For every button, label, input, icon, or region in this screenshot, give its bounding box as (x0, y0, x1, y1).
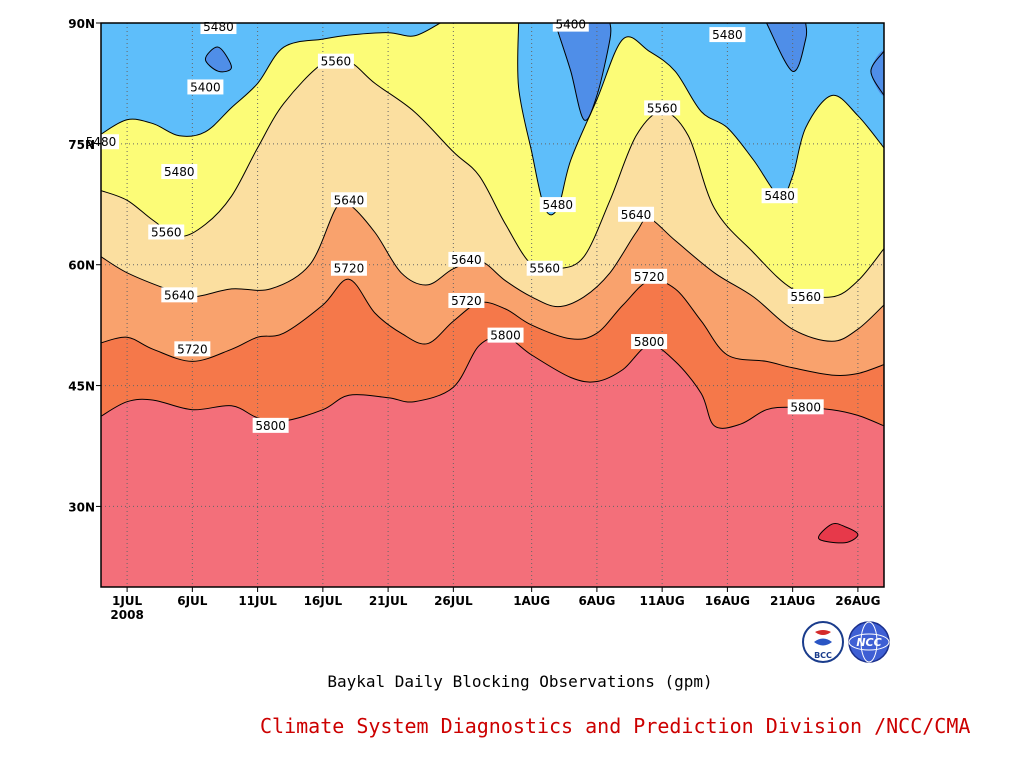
contour-label-20: 5800 (631, 334, 668, 350)
contour-label-4: 5560 (317, 53, 354, 69)
svg-text:5640: 5640 (164, 288, 195, 302)
x-tick-label-0: 1JUL (112, 594, 143, 608)
contour-line-5880-10 (818, 522, 859, 544)
fill-low-late-aug (766, 23, 807, 72)
contour-label-3: 5480 (161, 164, 198, 180)
contour-label-8: 5800 (252, 417, 289, 433)
bcc-logo-text: BCC (814, 651, 832, 660)
svg-text:5720: 5720 (334, 262, 365, 276)
svg-text:5560: 5560 (647, 101, 678, 115)
contour-label-7: 5720 (174, 341, 211, 357)
contour-line-5480-4 (101, 23, 441, 137)
x-tick-sublabel-0: 2008 (110, 608, 143, 622)
bcc-logo: BCC (800, 620, 846, 664)
svg-text:5640: 5640 (621, 208, 652, 222)
plot-frame (100, 22, 885, 588)
ncc-logo: NCC (846, 620, 892, 664)
x-tick-label-11: 26AUG (835, 594, 880, 608)
chart-caption: Baykal Daily Blocking Observations (gpm) (327, 672, 713, 691)
svg-text:5800: 5800 (255, 419, 286, 433)
contour-line-5720-1 (101, 278, 884, 376)
svg-text:5480: 5480 (764, 189, 795, 203)
contour-line-5800-0 (101, 336, 884, 429)
svg-text:5720: 5720 (634, 270, 665, 284)
svg-text:5560: 5560 (151, 225, 182, 239)
contour-label-21: 5480 (709, 27, 746, 43)
svg-text:5400: 5400 (190, 80, 221, 94)
svg-text:5480: 5480 (712, 28, 743, 42)
contour-label-18: 5640 (618, 206, 655, 222)
contour-label-5: 5560 (148, 224, 185, 240)
svg-text:5560: 5560 (321, 55, 352, 69)
x-tick-label-7: 6AUG (578, 594, 615, 608)
contour-label-6: 5640 (161, 287, 198, 303)
contour-label-22: 5480 (761, 188, 798, 204)
y-tick-label-4: 90N (68, 17, 95, 31)
contour-line-5400-7 (766, 23, 808, 72)
fill-low-early-jul (205, 47, 232, 72)
contour-label-1: 5400 (187, 79, 224, 95)
x-tick-label-5: 26JUL (434, 594, 473, 608)
contour-line-5640-2 (101, 200, 884, 342)
contour-label-17: 5560 (644, 100, 681, 116)
contour-line-5400-9 (870, 50, 884, 96)
svg-text:5640: 5640 (451, 253, 482, 267)
svg-text:5480: 5480 (164, 165, 195, 179)
contour-label-23: 5560 (787, 288, 824, 304)
y-tick-label-0: 30N (68, 500, 95, 514)
ncc-logo-text: NCC (856, 636, 881, 649)
x-tick-label-3: 16JUL (304, 594, 343, 608)
contour-line-5560-3 (101, 58, 884, 298)
x-tick-label-1: 6JUL (177, 594, 208, 608)
svg-text:5480: 5480 (542, 198, 573, 212)
contour-line-5400-6 (557, 23, 612, 121)
contour-label-24: 5800 (787, 399, 824, 415)
svg-text:5400: 5400 (556, 18, 587, 32)
svg-text:5800: 5800 (790, 400, 821, 414)
x-tick-label-4: 21JUL (369, 594, 408, 608)
contour-label-19: 5720 (631, 268, 668, 284)
svg-text:5800: 5800 (490, 329, 521, 343)
y-tick-label-1: 45N (68, 380, 95, 394)
svg-text:5720: 5720 (177, 342, 208, 356)
x-tick-label-2: 11JUL (238, 594, 277, 608)
svg-text:5720: 5720 (451, 294, 482, 308)
svg-text:5640: 5640 (334, 193, 365, 207)
contour-label-13: 5800 (487, 327, 524, 343)
chart-footer: Climate System Diagnostics and Predictio… (260, 714, 971, 738)
svg-text:5560: 5560 (529, 262, 560, 276)
contour-label-0: 5480 (200, 19, 237, 35)
contour-label-14: 5400 (552, 16, 589, 32)
fill-band-above-5800 (101, 336, 884, 587)
contour-label-11: 5640 (448, 251, 485, 267)
x-tick-label-10: 21AUG (770, 594, 815, 608)
y-tick-label-3: 75N (68, 138, 95, 152)
x-tick-label-8: 11AUG (640, 594, 685, 608)
x-tick-label-9: 16AUG (705, 594, 750, 608)
contour-label-16: 5560 (526, 260, 563, 276)
svg-text:5480: 5480 (203, 20, 234, 34)
contour-label-12: 5720 (448, 292, 485, 308)
contour-line-5400-8 (204, 46, 233, 73)
fill-low-east-edge (870, 50, 884, 96)
y-tick-label-2: 60N (68, 259, 95, 273)
contour-label-9: 5640 (330, 192, 367, 208)
contour-label-15: 5480 (539, 197, 576, 213)
fill-low-aug-north (557, 23, 611, 121)
svg-text:5560: 5560 (790, 290, 821, 304)
svg-text:5800: 5800 (634, 335, 665, 349)
x-tick-label-6: 1AUG (513, 594, 550, 608)
contour-label-10: 5720 (330, 260, 367, 276)
